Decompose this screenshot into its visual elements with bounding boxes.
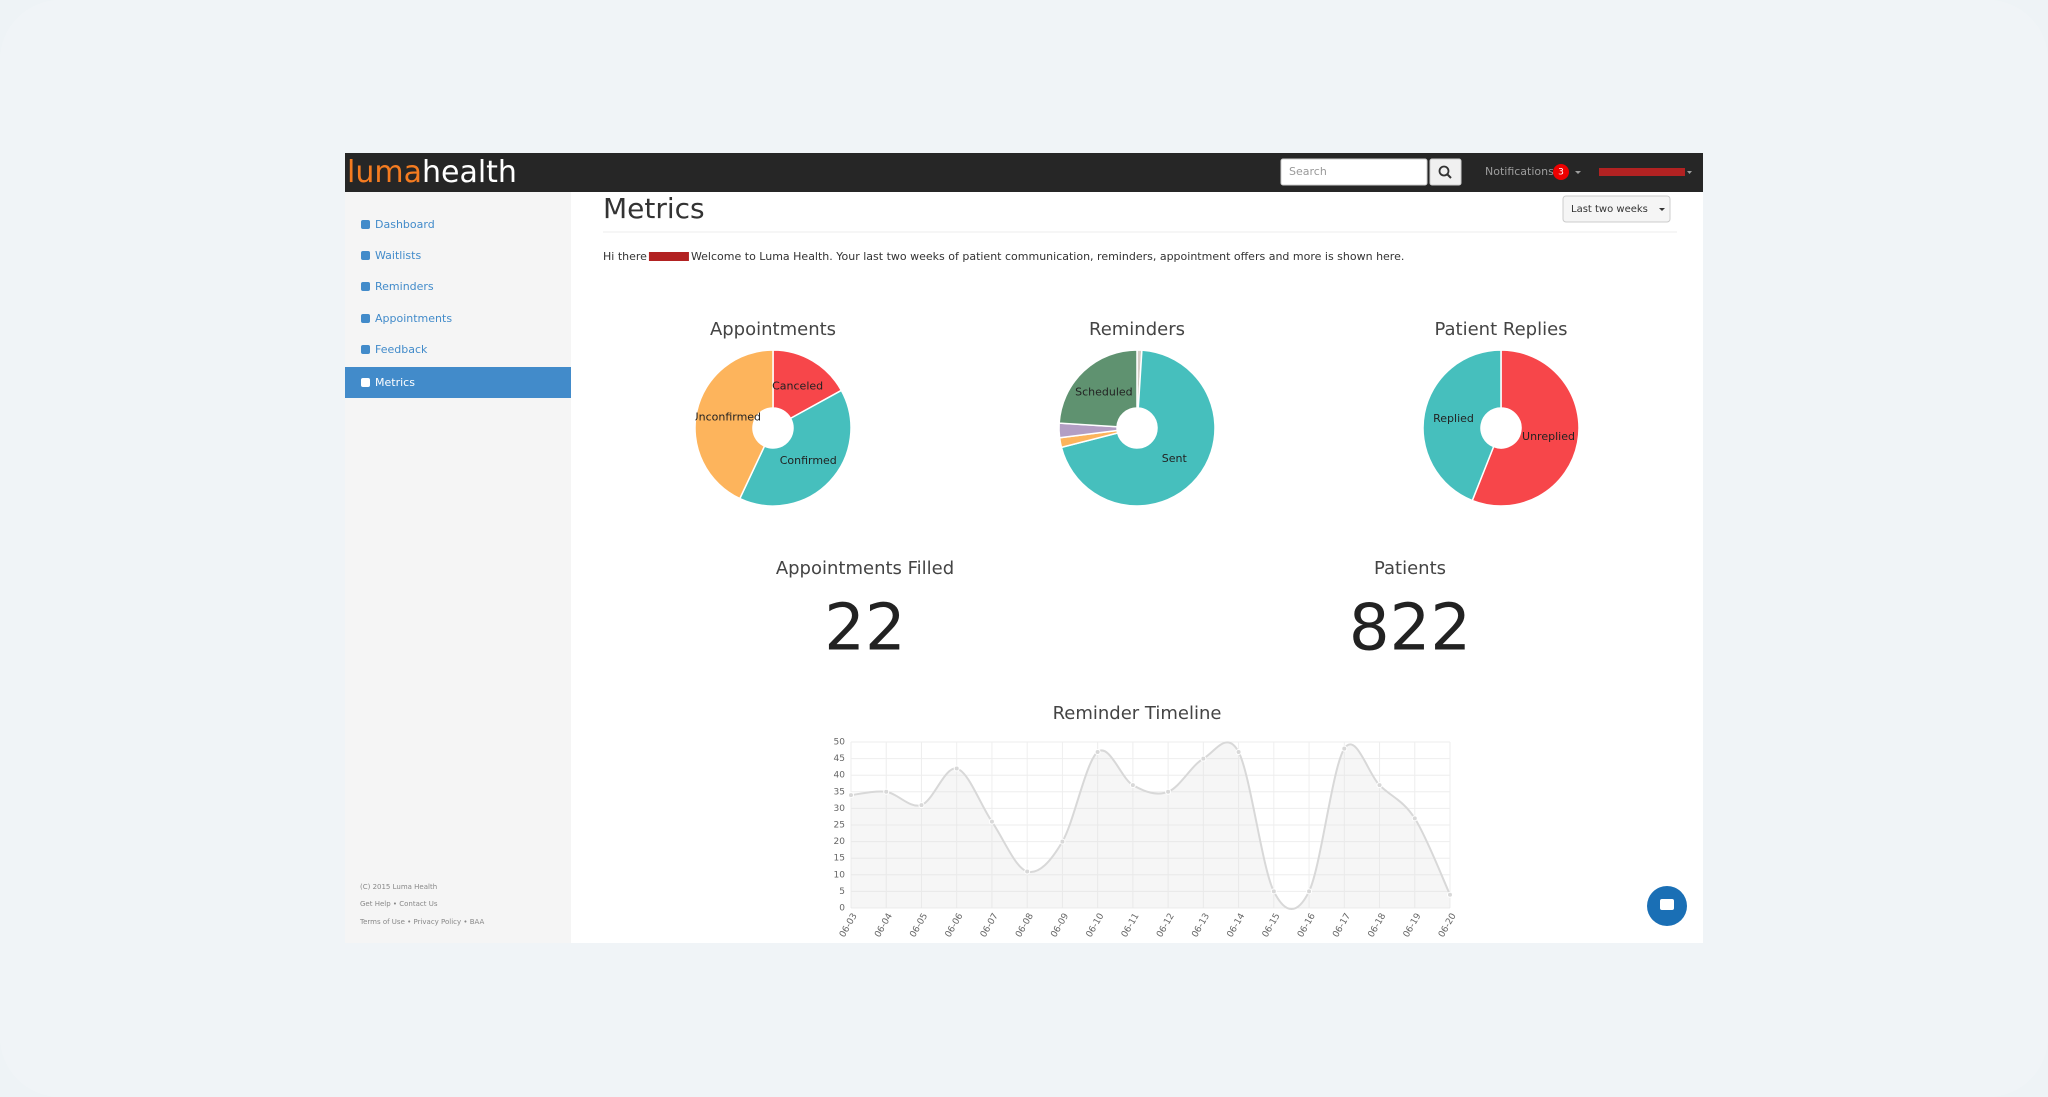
point [1024, 868, 1031, 875]
badge-count: 3 [1558, 168, 1564, 178]
point [883, 788, 890, 795]
y-tick-label: 5 [839, 887, 845, 897]
screenshot: lumahealth Search Notifications 3 Metric… [345, 153, 1703, 943]
footer-text: (C) 2015 Luma Health [360, 883, 437, 891]
pie-label: Scheduled [1075, 386, 1133, 399]
pie-label: Sent [1162, 452, 1188, 465]
nav-icon [361, 251, 370, 260]
y-tick-label: 30 [834, 804, 846, 814]
point [1411, 815, 1418, 822]
nav-item[interactable]: Metrics [375, 376, 415, 389]
stat-value: 22 [824, 592, 905, 666]
notifications[interactable]: Notifications [1485, 165, 1554, 178]
point [1447, 891, 1453, 898]
point [1376, 782, 1383, 789]
point [1235, 748, 1242, 755]
y-tick-label: 40 [834, 771, 846, 781]
point [1129, 782, 1136, 789]
nav-item[interactable]: Dashboard [375, 218, 435, 231]
logo: lumahealth [347, 155, 517, 190]
caret [1575, 171, 1581, 174]
pie-label: Canceled [772, 379, 823, 392]
pie-slice [772, 349, 843, 420]
pie-label: Unconfirmed [691, 410, 762, 423]
search-icon [1438, 165, 1450, 177]
point [1270, 888, 1277, 895]
y-tick-label: 15 [834, 854, 845, 864]
point [1200, 755, 1207, 762]
pie-label: Confirmed [780, 454, 837, 467]
logo-health: health [422, 155, 517, 190]
pie-slice [1058, 349, 1138, 428]
nav-icon [361, 314, 370, 323]
pie-label: Unreplied [1522, 430, 1575, 443]
y-tick-label: 0 [839, 904, 845, 914]
greeting: Welcome to Luma Health. Your last two we… [691, 250, 1404, 263]
pie-label: Replied [1433, 412, 1474, 425]
greeting: Hi there [603, 250, 647, 263]
navbar [345, 153, 1703, 192]
range-button-label: Last two weeks [1571, 204, 1648, 215]
pie-slice [1422, 349, 1502, 502]
y-tick-label: 35 [834, 787, 845, 797]
point [918, 802, 925, 809]
chart-title: Patient Replies [1434, 319, 1567, 340]
nav-icon [361, 220, 370, 229]
y-tick-label: 25 [834, 821, 845, 831]
redacted-user[interactable] [1599, 168, 1685, 176]
nav-icon [361, 345, 370, 354]
nav-active [345, 367, 571, 398]
page-title: Metrics [603, 192, 705, 225]
pie-slice [694, 349, 774, 500]
nav-item[interactable]: Appointments [375, 312, 452, 325]
nav-icon [361, 378, 370, 387]
point [1341, 745, 1348, 752]
area-fill [851, 742, 1450, 910]
point [953, 765, 960, 772]
badge [1553, 164, 1569, 180]
y-tick-label: 45 [834, 754, 845, 764]
nav-icon [361, 282, 370, 291]
stat-label: Patients [1374, 558, 1446, 579]
chat-icon [1660, 899, 1674, 910]
point [848, 792, 854, 799]
search-icon-handle [1446, 173, 1452, 179]
chart-title: Reminders [1089, 319, 1185, 340]
point [988, 818, 995, 825]
chart-title: Appointments [710, 319, 836, 340]
point [1094, 748, 1101, 755]
nav-item[interactable]: Reminders [375, 280, 434, 293]
search-placeholder: Search [1289, 165, 1327, 178]
search-input[interactable] [1280, 158, 1428, 186]
pie-slice [1471, 349, 1580, 507]
pie-slice [738, 389, 852, 507]
point [1306, 888, 1313, 895]
footer-text: Get Help • Contact Us [360, 900, 438, 908]
point [1165, 788, 1172, 795]
redacted-name [648, 252, 689, 261]
chart-title: Reminder Timeline [1053, 703, 1222, 724]
y-tick-label: 10 [834, 870, 846, 880]
stat-label: Appointments Filled [776, 558, 954, 579]
caret [1687, 171, 1692, 174]
caret [1659, 208, 1665, 211]
sidebar [345, 192, 571, 943]
footer-text: Terms of Use • Privacy Policy • BAA [359, 918, 485, 926]
nav-item[interactable]: Feedback [375, 343, 428, 356]
y-tick-label: 20 [834, 837, 846, 847]
nav-item[interactable]: Waitlists [375, 249, 421, 262]
search-button[interactable] [1429, 158, 1462, 186]
pie-slice [1060, 349, 1216, 507]
stat-value: 822 [1349, 592, 1471, 666]
logo-luma: luma [347, 155, 422, 190]
range-button[interactable] [1562, 195, 1671, 223]
point [1059, 838, 1066, 845]
main-bg [345, 153, 1703, 943]
y-tick-label: 50 [834, 738, 846, 748]
